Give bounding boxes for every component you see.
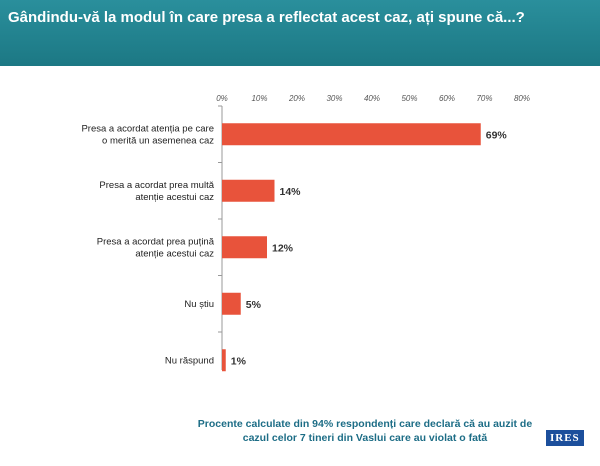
category-label: Presa a acordat atenția pe care o merită … [81, 123, 214, 146]
header-bar: Gândindu-vă la modul în care presa a ref… [0, 0, 600, 66]
data-label: 12% [272, 242, 294, 254]
x-tick-label: 50% [401, 94, 417, 103]
category-label: Presa a acordat prea multă atenție acestu… [99, 180, 214, 203]
x-tick-label: 40% [364, 94, 380, 103]
bar [222, 349, 226, 372]
bar [222, 236, 267, 259]
bar [222, 292, 241, 315]
data-label: 1% [231, 355, 247, 367]
x-tick-label: 20% [288, 94, 305, 103]
bar [222, 123, 481, 146]
x-tick-label: 60% [439, 94, 455, 103]
category-label: Presa a acordat prea puțină atenție acest… [97, 236, 215, 259]
page-title: Gândindu-vă la modul în care presa a ref… [8, 9, 525, 26]
x-tick-label: 80% [514, 94, 530, 103]
x-tick-label: 0% [216, 94, 228, 103]
x-axis-ticks: 0% 10% 20% 30% 40% 50% 60% 70% 80% [216, 94, 530, 103]
category-label: Nu știu [184, 299, 214, 310]
data-label: 14% [280, 186, 302, 198]
ires-logo: IRES [546, 430, 584, 446]
data-label: 5% [246, 299, 262, 311]
data-label: 69% [486, 129, 508, 141]
footnote: Procente calculate din 94% respondenți c… [197, 418, 533, 444]
x-tick-label: 10% [251, 94, 267, 103]
bar [222, 179, 275, 202]
x-tick-label: 30% [326, 94, 342, 103]
bar-chart: 0% 10% 20% 30% 40% 50% 60% 70% 80% 69% Presa a ac… [81, 94, 530, 372]
plot-area: 69% Presa a acordat atenția pe care o meri… [81, 105, 508, 372]
x-tick-label: 70% [476, 94, 492, 103]
category-label: Nu răspund [165, 355, 214, 366]
